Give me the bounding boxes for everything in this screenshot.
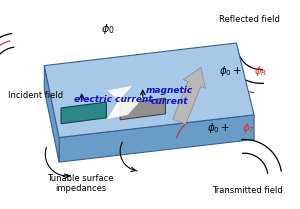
Text: Incident field: Incident field: [8, 91, 63, 100]
Text: Transmitted field: Transmitted field: [212, 186, 283, 195]
Polygon shape: [44, 66, 59, 162]
FancyArrow shape: [173, 68, 205, 124]
Polygon shape: [59, 115, 254, 162]
Text: $\phi_T$: $\phi_T$: [242, 121, 256, 135]
Text: $\phi_0$: $\phi_0$: [101, 22, 115, 36]
Polygon shape: [120, 98, 166, 120]
Polygon shape: [61, 102, 106, 124]
Text: $\phi_R$: $\phi_R$: [254, 64, 267, 78]
Text: $\phi_0 + $: $\phi_0 + $: [219, 64, 242, 78]
Text: Tunable surface
impedances: Tunable surface impedances: [47, 174, 114, 194]
Text: $\phi_0 + $: $\phi_0 + $: [207, 121, 230, 135]
Polygon shape: [106, 85, 146, 120]
Text: Reflected field: Reflected field: [219, 15, 280, 24]
Text: magnetic
current: magnetic current: [146, 87, 193, 106]
Polygon shape: [44, 43, 254, 138]
Text: electric current: electric current: [74, 95, 153, 104]
